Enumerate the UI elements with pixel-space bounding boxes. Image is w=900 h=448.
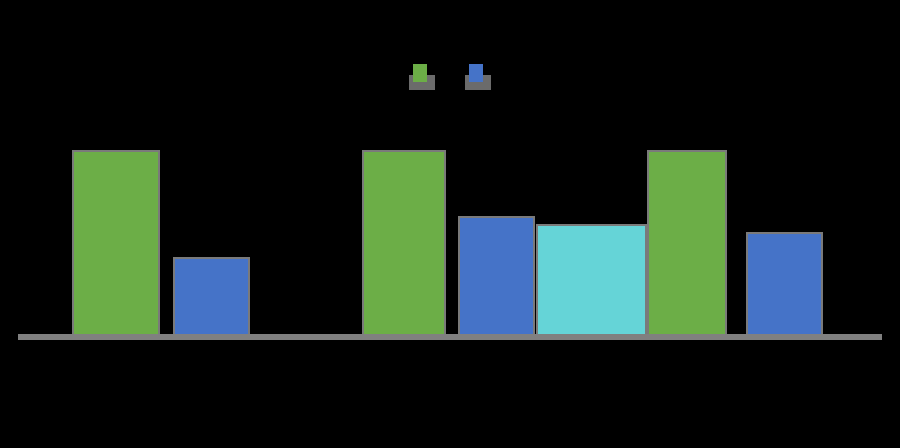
bar-5[interactable] bbox=[536, 224, 647, 337]
legend-swatch-2-icon bbox=[469, 64, 483, 82]
bar-4[interactable] bbox=[458, 216, 535, 337]
legend-swatch-1-icon bbox=[413, 64, 427, 82]
bar-1[interactable] bbox=[72, 150, 160, 337]
bar-3[interactable] bbox=[362, 150, 446, 337]
bar-2[interactable] bbox=[173, 257, 250, 337]
x-axis-baseline bbox=[18, 334, 882, 340]
bar-7[interactable] bbox=[746, 232, 823, 337]
bar-6[interactable] bbox=[647, 150, 727, 337]
series-2-legend[interactable] bbox=[465, 64, 491, 90]
series-1-legend[interactable] bbox=[409, 64, 435, 90]
chart-legend bbox=[0, 64, 900, 96]
